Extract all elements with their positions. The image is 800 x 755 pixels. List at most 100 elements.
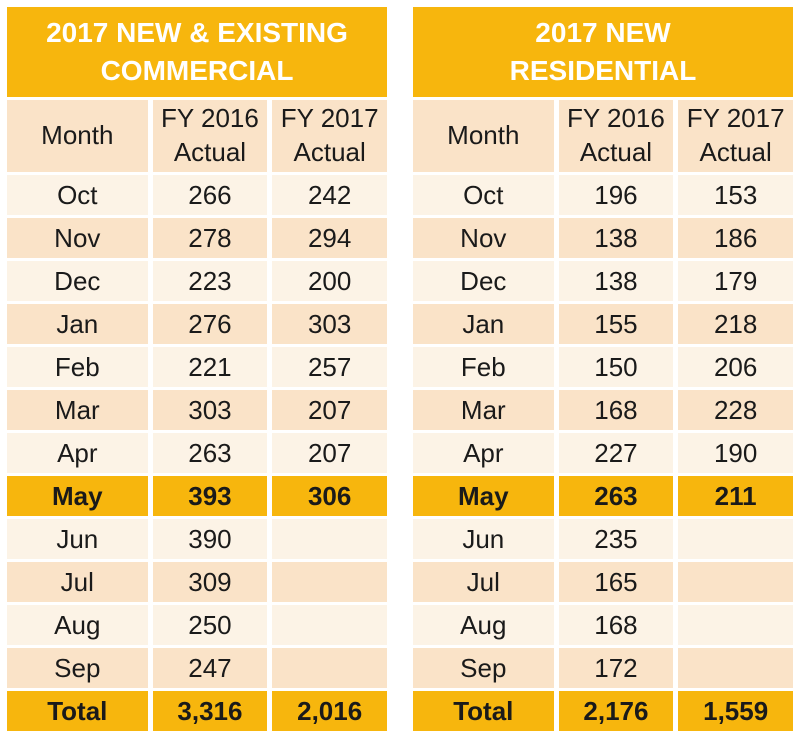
value-cell: 228 (678, 390, 793, 430)
value-cell: 294 (272, 218, 387, 258)
month-cell: Jul (7, 562, 148, 602)
value-cell: 207 (272, 390, 387, 430)
residential-table-body: Oct 196 153 Nov 138 186 Dec 138 179 Jan 155 218 Feb 1… (413, 175, 793, 688)
value-cell: 393 (152, 476, 268, 516)
value-cell: 207 (272, 433, 387, 473)
commercial-table-body: Oct 266 242 Nov 278 294 Dec 223 200 Jan 276 303 Feb 2… (7, 175, 387, 688)
residential-table: 2017 NEW RESIDENTIAL Month FY 2016 Actua… (413, 7, 793, 748)
commercial-table-title: 2017 NEW & EXISTING COMMERCIAL (7, 7, 387, 97)
month-cell: Feb (413, 347, 554, 387)
table-row: May 263 211 (413, 476, 793, 516)
value-cell (272, 519, 387, 559)
value-cell: 196 (558, 175, 674, 215)
value-cell: 168 (558, 605, 674, 645)
table-row: Sep 172 (413, 648, 793, 688)
value-cell: 263 (152, 433, 268, 473)
table-row: Nov 138 186 (413, 218, 793, 258)
fy2016-column-header: FY 2016 Actual (558, 100, 674, 172)
total-fy2017-cell: 1,559 (678, 691, 793, 731)
value-cell: 218 (678, 304, 793, 344)
value-cell: 235 (558, 519, 674, 559)
value-cell: 150 (558, 347, 674, 387)
fy2017-column-header: FY 2017 Actual (678, 100, 793, 172)
value-cell: 227 (558, 433, 674, 473)
month-cell: Jan (7, 304, 148, 344)
table-row: Oct 266 242 (7, 175, 387, 215)
total-label-cell: Total (7, 691, 148, 731)
month-cell: Sep (7, 648, 148, 688)
total-fy2016-cell: 3,316 (152, 691, 268, 731)
value-cell: 309 (152, 562, 268, 602)
value-cell: 390 (152, 519, 268, 559)
table-row: Aug 168 (413, 605, 793, 645)
table-row: Mar 303 207 (7, 390, 387, 430)
value-cell: 278 (152, 218, 268, 258)
table-row: Aug 250 (7, 605, 387, 645)
table-row: Dec 138 179 (413, 261, 793, 301)
tables-container: 2017 NEW & EXISTING COMMERCIAL Month FY … (7, 7, 793, 748)
month-cell: Nov (7, 218, 148, 258)
month-cell: Dec (7, 261, 148, 301)
total-fy2017-cell: 2,016 (272, 691, 387, 731)
table-row: Nov 278 294 (7, 218, 387, 258)
table-row: May 393 306 (7, 476, 387, 516)
table-row: Jul 165 (413, 562, 793, 602)
table-row: Jun 235 (413, 519, 793, 559)
value-cell: 211 (678, 476, 793, 516)
table-row: Sep 247 (7, 648, 387, 688)
table-header-row: Month FY 2016 Actual FY 2017 Actual (7, 100, 387, 172)
value-cell: 155 (558, 304, 674, 344)
month-cell: Apr (7, 433, 148, 473)
month-column-header: Month (413, 100, 554, 172)
total-label-cell: Total (413, 691, 554, 731)
table-row: Jan 276 303 (7, 304, 387, 344)
month-cell: Oct (7, 175, 148, 215)
commercial-table: 2017 NEW & EXISTING COMMERCIAL Month FY … (7, 7, 387, 748)
month-cell: Jun (413, 519, 554, 559)
table-row: Feb 221 257 (7, 347, 387, 387)
value-cell: 257 (272, 347, 387, 387)
value-cell: 303 (152, 390, 268, 430)
value-cell: 223 (152, 261, 268, 301)
fy2016-column-header: FY 2016 Actual (152, 100, 268, 172)
value-cell: 165 (558, 562, 674, 602)
month-cell: Aug (7, 605, 148, 645)
fy2017-column-header: FY 2017 Actual (272, 100, 387, 172)
month-cell: Jul (413, 562, 554, 602)
table-row: Jul 309 (7, 562, 387, 602)
month-cell: Nov (413, 218, 554, 258)
value-cell: 206 (678, 347, 793, 387)
month-cell: Jun (7, 519, 148, 559)
table-row: Oct 196 153 (413, 175, 793, 215)
total-fy2016-cell: 2,176 (558, 691, 674, 731)
value-cell: 242 (272, 175, 387, 215)
value-cell: 221 (152, 347, 268, 387)
value-cell: 138 (558, 261, 674, 301)
table-row: Jan 155 218 (413, 304, 793, 344)
value-cell (272, 562, 387, 602)
table-row: Dec 223 200 (7, 261, 387, 301)
month-cell: Apr (413, 433, 554, 473)
value-cell: 247 (152, 648, 268, 688)
total-row: Total 2,176 1,559 (413, 691, 793, 731)
table-row: Mar 168 228 (413, 390, 793, 430)
value-cell: 263 (558, 476, 674, 516)
value-cell: 172 (558, 648, 674, 688)
month-cell: Mar (413, 390, 554, 430)
total-row: Total 3,316 2,016 (7, 691, 387, 731)
value-cell: 179 (678, 261, 793, 301)
table-row: Feb 150 206 (413, 347, 793, 387)
value-cell (678, 519, 793, 559)
table-header-row: Month FY 2016 Actual FY 2017 Actual (413, 100, 793, 172)
value-cell: 153 (678, 175, 793, 215)
month-cell: Dec (413, 261, 554, 301)
month-cell: Jan (413, 304, 554, 344)
value-cell: 303 (272, 304, 387, 344)
month-cell: May (413, 476, 554, 516)
value-cell (678, 648, 793, 688)
value-cell: 168 (558, 390, 674, 430)
month-cell: May (7, 476, 148, 516)
value-cell: 276 (152, 304, 268, 344)
value-cell (272, 648, 387, 688)
